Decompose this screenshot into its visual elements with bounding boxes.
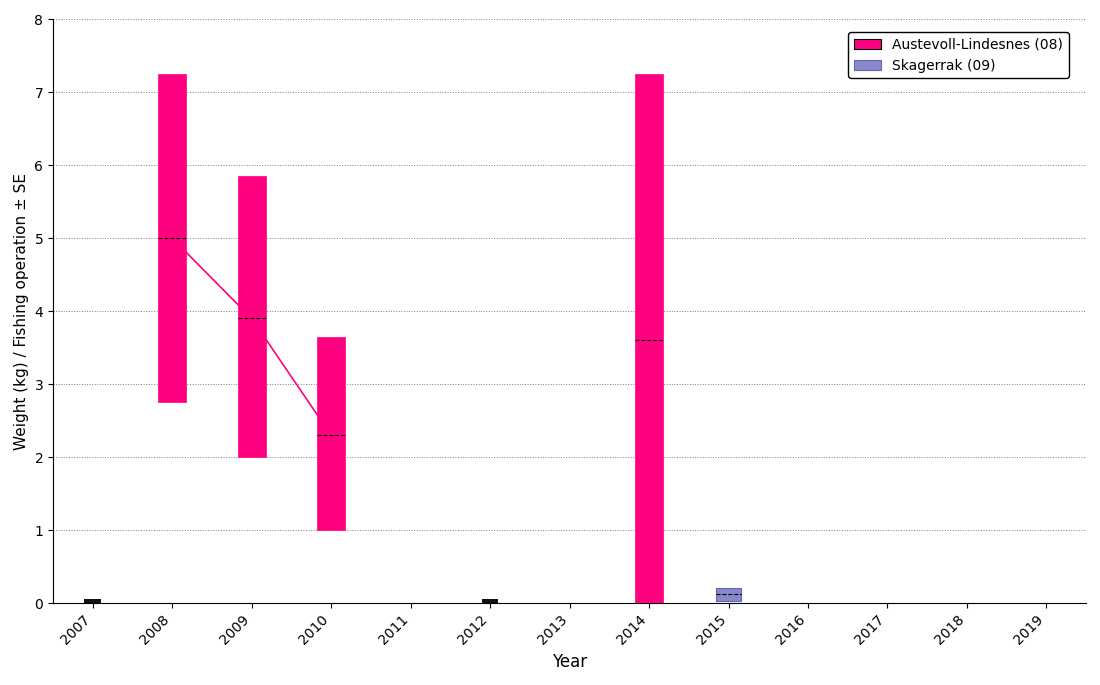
Bar [716,588,741,601]
Bar [158,74,186,402]
Bar [317,337,345,530]
Bar [238,176,265,457]
Bar [482,599,498,603]
Bar [635,74,663,603]
Y-axis label: Weight (kg) / Fishing operation ± SE: Weight (kg) / Fishing operation ± SE [14,173,29,449]
Legend: Austevoll-Lindesnes (08), Skagerrak (09): Austevoll-Lindesnes (08), Skagerrak (09) [848,32,1069,78]
Bar [85,599,101,603]
X-axis label: Year: Year [552,653,587,671]
